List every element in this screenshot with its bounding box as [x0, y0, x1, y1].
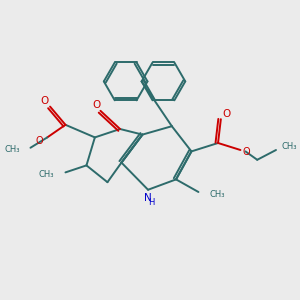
- Text: CH₃: CH₃: [282, 142, 297, 151]
- Text: CH₃: CH₃: [38, 170, 54, 179]
- Text: CH₃: CH₃: [4, 146, 20, 154]
- Text: O: O: [222, 109, 231, 119]
- Text: CH₃: CH₃: [209, 190, 225, 199]
- Text: O: O: [243, 147, 250, 157]
- Text: O: O: [36, 136, 43, 146]
- Text: O: O: [92, 100, 100, 110]
- Text: H: H: [148, 198, 154, 207]
- Text: N: N: [144, 193, 152, 203]
- Text: O: O: [40, 96, 49, 106]
